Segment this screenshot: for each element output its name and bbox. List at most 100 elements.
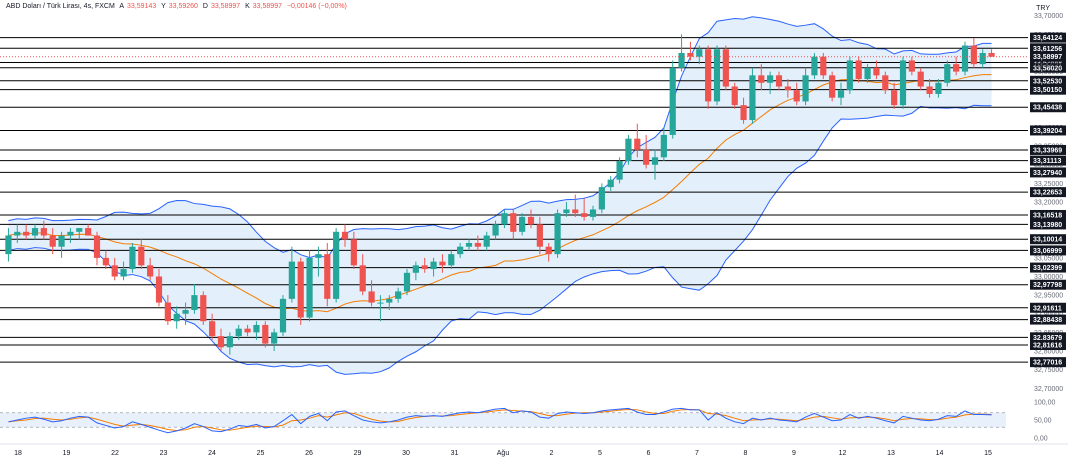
candle-body xyxy=(891,90,898,106)
candle-body xyxy=(953,64,960,72)
candle-body xyxy=(784,86,791,91)
current-price-label: 33,58997 xyxy=(1033,54,1062,61)
candle xyxy=(297,257,304,325)
candle xyxy=(67,228,74,243)
low-label: D xyxy=(202,3,208,10)
candle xyxy=(811,52,818,80)
rsi-y-tick-label: 50,00 xyxy=(1034,418,1052,425)
candle xyxy=(430,257,437,277)
candle-body xyxy=(829,75,836,98)
candle-body xyxy=(944,64,951,83)
rsi-line xyxy=(8,407,992,434)
candle xyxy=(40,220,47,240)
open-label: A xyxy=(119,3,125,10)
candle-body xyxy=(678,52,685,68)
candle-body xyxy=(802,75,809,102)
candle xyxy=(129,242,136,273)
candle xyxy=(979,49,986,68)
candle xyxy=(589,205,597,221)
candle xyxy=(598,183,605,214)
candle xyxy=(917,67,924,91)
candle-body xyxy=(563,209,570,214)
candle-body xyxy=(102,257,109,266)
candle-body xyxy=(155,276,163,303)
candle xyxy=(899,56,907,109)
x-tick-label: 18 xyxy=(14,450,22,457)
candle-body xyxy=(970,45,977,65)
candle-body xyxy=(448,254,455,266)
candle xyxy=(802,67,809,106)
candle-body xyxy=(935,82,942,94)
candle-body xyxy=(40,228,47,236)
candle-body xyxy=(864,67,871,80)
candle-body xyxy=(324,254,331,299)
x-tick-label: 24 xyxy=(208,450,216,457)
candle xyxy=(643,134,650,169)
candle-body xyxy=(439,261,446,266)
candle-body xyxy=(554,213,561,255)
candle xyxy=(244,324,251,337)
candle xyxy=(855,56,862,83)
candle xyxy=(829,71,836,102)
price-level-label: 33,31113 xyxy=(1033,158,1062,165)
candle-body xyxy=(403,272,411,292)
candle-body xyxy=(386,298,393,303)
candle-body xyxy=(625,138,632,162)
price-level-tag xyxy=(1030,125,1066,136)
candle-body xyxy=(696,49,703,57)
price-level-label: 32,81616 xyxy=(1033,342,1062,349)
candle-body xyxy=(421,265,428,270)
candle-body xyxy=(182,310,189,314)
candle xyxy=(31,224,39,240)
candle-body xyxy=(306,257,313,318)
candle xyxy=(439,254,446,273)
price-level-label: 33,50150 xyxy=(1033,87,1062,94)
price-level-tag xyxy=(1030,302,1066,313)
candle-body xyxy=(474,242,481,247)
candle-body xyxy=(164,302,171,322)
x-tick-label: 7 xyxy=(695,450,699,457)
price-level-label: 33,61256 xyxy=(1033,46,1062,53)
candle xyxy=(120,261,127,281)
price-level-tag xyxy=(1030,32,1066,43)
rsi-signal-line xyxy=(8,408,992,432)
price-level-tag xyxy=(1030,245,1066,256)
candle-body xyxy=(359,265,366,292)
candle-body xyxy=(297,261,304,318)
candle-body xyxy=(395,291,402,299)
price-level-tag xyxy=(1030,167,1066,178)
candle-body xyxy=(607,179,614,188)
candle xyxy=(147,257,154,281)
candle-body xyxy=(333,231,340,299)
candle xyxy=(749,67,756,124)
x-tick-label: 19 xyxy=(63,450,71,457)
candle xyxy=(253,321,260,340)
candle-body xyxy=(288,261,295,299)
candle xyxy=(111,257,118,281)
candle-body xyxy=(279,298,287,333)
candle-body xyxy=(837,90,845,98)
candle-body xyxy=(767,75,774,83)
candle-body xyxy=(545,246,552,255)
candle-body xyxy=(510,213,517,232)
candle-body xyxy=(244,328,251,333)
candle xyxy=(377,295,384,322)
rsi-band xyxy=(0,412,1006,428)
price-level-tag xyxy=(1030,234,1066,245)
candle-body xyxy=(5,235,12,255)
candle xyxy=(882,71,889,94)
candle xyxy=(279,295,287,337)
candle xyxy=(483,231,490,251)
candle-body xyxy=(492,224,499,236)
candle-body xyxy=(200,295,207,322)
candle-body xyxy=(820,56,827,76)
candle xyxy=(510,209,517,240)
candle-body xyxy=(138,246,145,266)
candle-body xyxy=(58,235,65,247)
price-level-tag xyxy=(1030,144,1066,155)
change-value: −0,00146 (−0,00%) xyxy=(286,3,347,10)
candle xyxy=(607,175,614,191)
candle-body xyxy=(271,332,278,344)
candle xyxy=(386,295,393,311)
